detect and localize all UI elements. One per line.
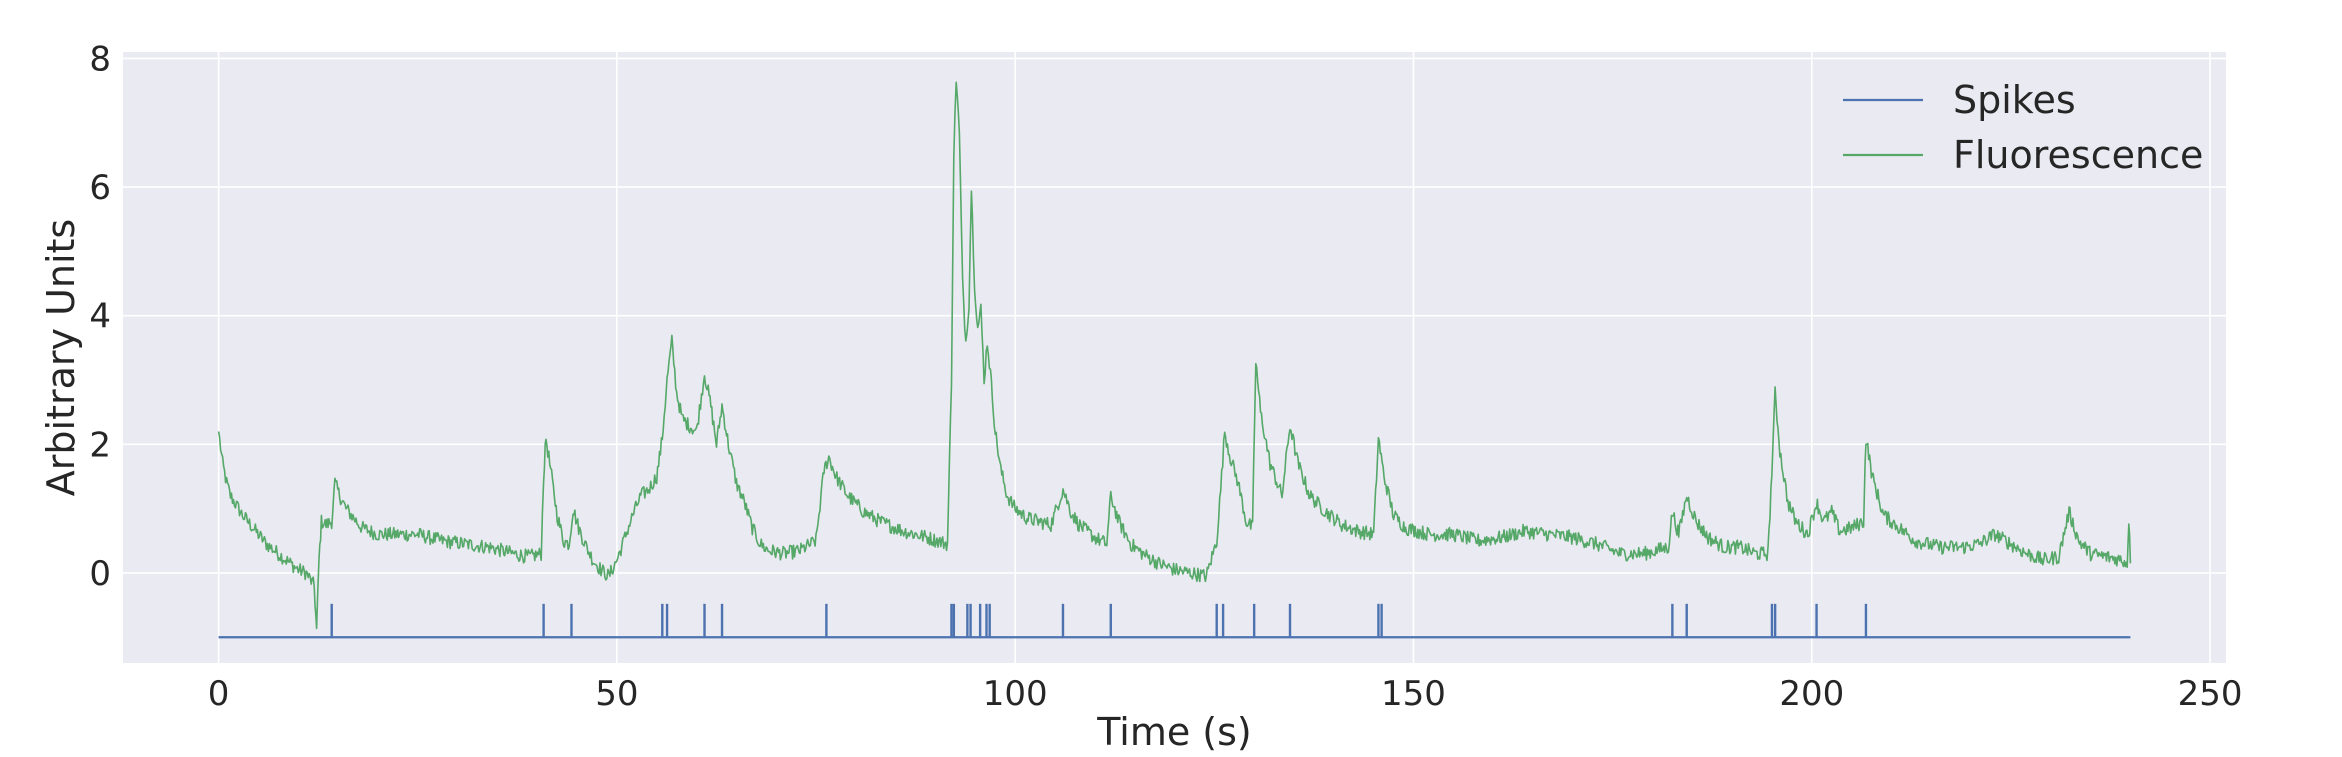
fluorescence-line [217,81,2132,630]
y-tick-label: 2 [89,425,111,465]
plot-background [123,52,2226,663]
x-tick-label: 100 [983,674,1048,714]
y-tick-label: 6 [89,168,111,208]
legend: Spikes Fluorescence [1843,78,2203,177]
x-tick-label: 200 [1779,674,1844,714]
y-tick-labels: 0 2 4 6 8 [89,39,111,594]
x-tick-label: 50 [595,674,638,714]
legend-label: Fluorescence [1953,133,2203,177]
x-tick-label: 0 [208,674,230,714]
series-layer [217,81,2132,639]
x-tick-labels: 0 50 100 150 200 250 [208,674,2243,714]
x-tick-label: 150 [1381,674,1446,714]
y-tick-label: 8 [89,39,111,79]
x-axis-label: Time (s) [1096,710,1252,754]
y-axis-label: Arbitrary Units [39,219,83,496]
grid-lines [123,52,2226,663]
x-tick-label: 250 [2178,674,2243,714]
y-tick-label: 0 [89,554,111,594]
legend-label: Spikes [1953,78,2076,122]
y-tick-label: 4 [89,297,111,337]
